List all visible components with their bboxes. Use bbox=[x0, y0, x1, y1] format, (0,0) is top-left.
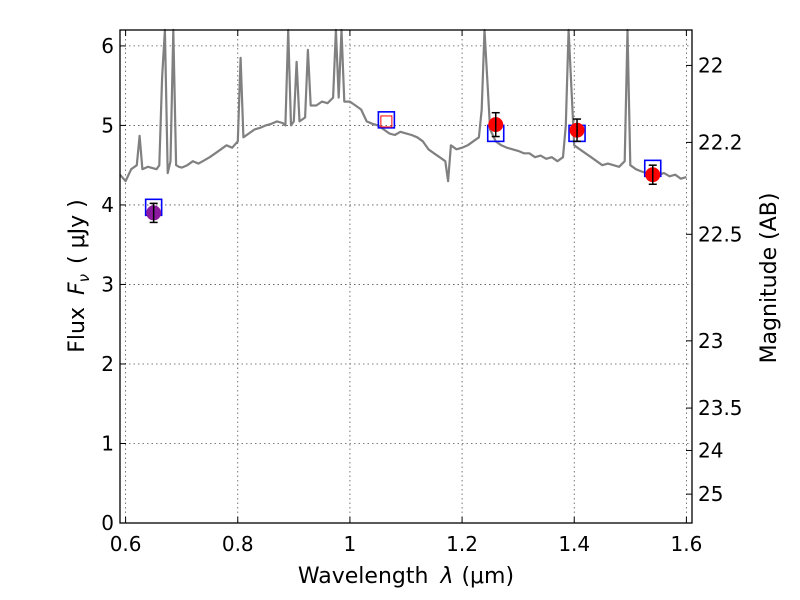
y2-tick-label: 24 bbox=[698, 438, 723, 462]
small-red-square bbox=[380, 115, 393, 128]
x-tick-label: 1.2 bbox=[446, 532, 478, 556]
y-tick-label: 3 bbox=[101, 272, 114, 296]
spectrum-series bbox=[119, 28, 687, 183]
plot-frame bbox=[119, 29, 693, 524]
x-tick-label: 0.6 bbox=[110, 532, 142, 556]
y2-tick-label: 23 bbox=[698, 329, 723, 353]
x-tick-label: 1.4 bbox=[558, 532, 590, 556]
y-tick-label: 5 bbox=[101, 113, 114, 137]
y-axis-title: FluxFν( μJy ) bbox=[65, 199, 93, 352]
y2-tick-label: 22.2 bbox=[698, 130, 743, 154]
y-tick-label: 2 bbox=[101, 352, 114, 376]
y2-tick-label: 23.5 bbox=[698, 396, 743, 420]
x-tick-label: 0.8 bbox=[222, 532, 254, 556]
y-tick-label: 4 bbox=[101, 193, 114, 217]
x-axis-title: Wavelength λ (μm) bbox=[298, 564, 514, 589]
y-tick-label: 0 bbox=[101, 511, 114, 535]
axis-ticks: 0.6 0.8 1 1.2 1.4 1.601234562222.222.52323.52… bbox=[101, 30, 743, 556]
y-tick-label: 1 bbox=[101, 431, 114, 455]
x-tick-label: 1 bbox=[344, 532, 357, 556]
y2-tick-label: 22.5 bbox=[698, 222, 743, 246]
y2-tick-label: 25 bbox=[698, 482, 723, 506]
model-photometry-square bbox=[377, 111, 396, 129]
y-tick-label: 6 bbox=[101, 34, 114, 58]
photometry-markers bbox=[144, 111, 662, 224]
y2-tick-label: 22 bbox=[698, 53, 723, 77]
x-tick-label: 1.6 bbox=[670, 532, 702, 556]
y2-axis-title: Magnitude (AB) bbox=[757, 193, 782, 364]
spectrum-line bbox=[119, 28, 687, 183]
grid-lines bbox=[120, 30, 692, 524]
